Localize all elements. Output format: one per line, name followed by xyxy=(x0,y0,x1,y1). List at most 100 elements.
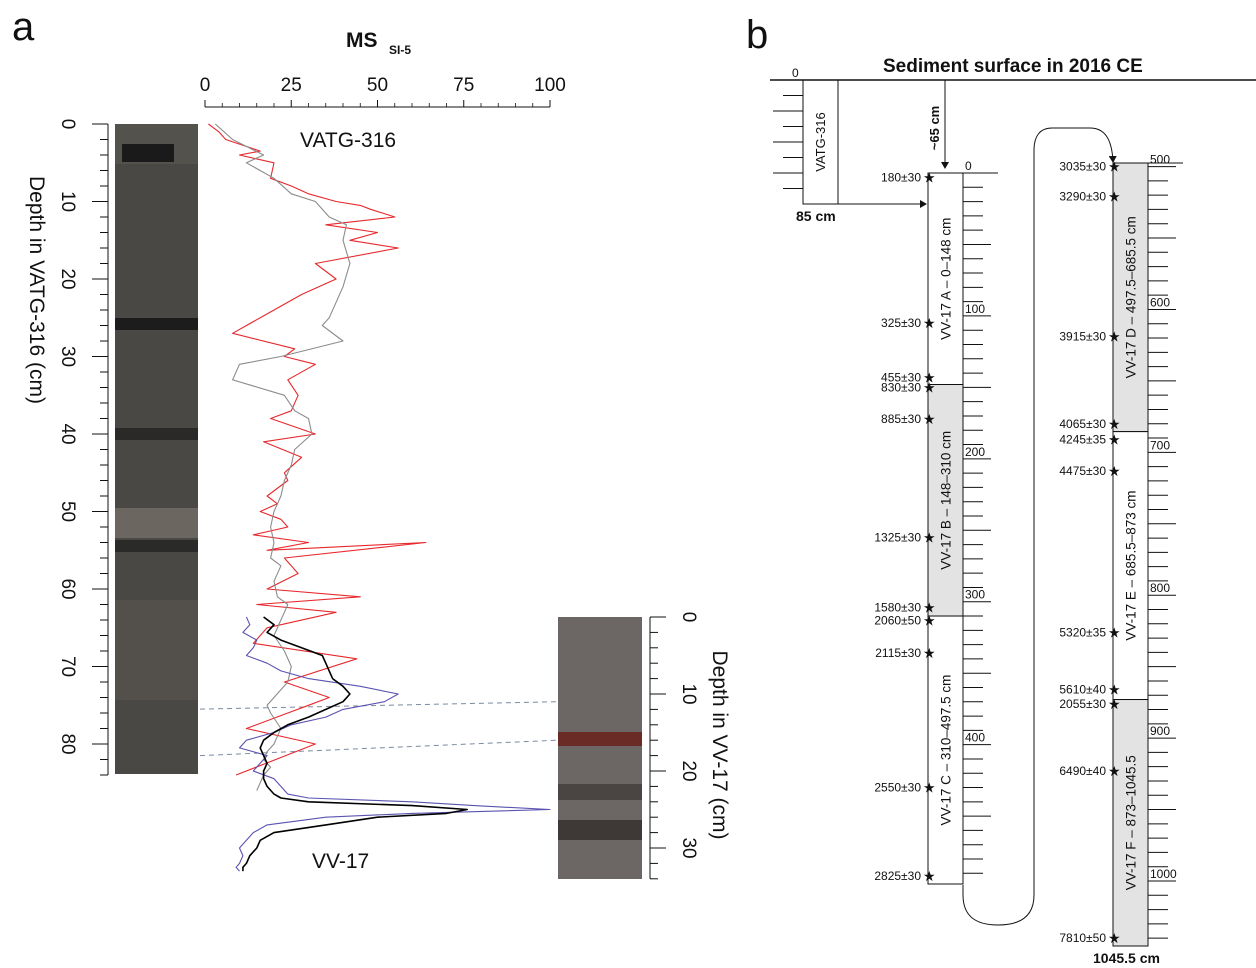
vv17-depth-axis-tick-label: 10 xyxy=(678,683,699,704)
date-star-marker: ★ xyxy=(1108,930,1121,946)
vv17-core-red-band xyxy=(558,732,642,746)
ms-series-line-2 xyxy=(214,123,351,791)
radiocarbon-dates: ★180±30★325±30★455±30★830±30★885±30★1325… xyxy=(874,159,1120,947)
section-box-4 xyxy=(1112,162,1149,433)
vv17-depth-axis-tick-label: 20 xyxy=(678,760,699,781)
depth-scale-label: 700 xyxy=(1150,438,1170,452)
depth-scale-label: 900 xyxy=(1150,724,1170,738)
date-star-marker: ★ xyxy=(923,868,936,884)
vv17-depth-axis-tick-label: 30 xyxy=(678,837,699,858)
vv17-core-dark-band xyxy=(558,784,642,800)
depth-scale-label: 0 xyxy=(965,159,972,173)
date-label: 885±30 xyxy=(881,412,921,426)
date-label: 2825±30 xyxy=(874,869,921,883)
date-label: 2060±50 xyxy=(874,613,921,627)
ms-axis-title-main: MS xyxy=(346,29,378,52)
section-label-4: VV-17 D – 497.5–685.5 cm xyxy=(1124,216,1139,378)
date-star-marker: ★ xyxy=(923,411,936,427)
date-star-marker: ★ xyxy=(1108,189,1121,205)
date-label: 3915±30 xyxy=(1059,330,1106,344)
vatg-depth-axis-tick-label: 20 xyxy=(57,268,78,289)
date-label: 6490±40 xyxy=(1059,764,1106,778)
vv17-depth-axis-title: Depth in VV-17 (cm) xyxy=(708,650,731,839)
vv17-depth-axis: 0 10 20 30 xyxy=(649,612,699,880)
ms-series-line-4 xyxy=(242,616,469,872)
depth-scale-label: 600 xyxy=(1150,295,1170,309)
date-label: 5610±40 xyxy=(1059,683,1106,697)
ms-axis-title-subscript: SI-5 xyxy=(389,43,411,57)
date-label: 4065±30 xyxy=(1059,417,1106,431)
date-label: 2055±30 xyxy=(1059,697,1106,711)
ms-series xyxy=(208,123,551,872)
vatg-depth-axis-tick-label: 50 xyxy=(57,501,78,522)
date-star-marker: ★ xyxy=(1108,696,1121,712)
section-label-3: VV-17 C – 310–497.5 cm xyxy=(939,675,954,826)
depth-scale-label: 300 xyxy=(965,588,985,602)
offset-label: ~65 cm xyxy=(927,106,942,150)
vatg-depth-axis-tick-label: 0 xyxy=(57,119,78,130)
vatg-depth-axis-tick-label: 30 xyxy=(57,346,78,367)
date-star-marker: ★ xyxy=(923,529,936,545)
section-box-5 xyxy=(1112,431,1149,701)
date-label: 1580±30 xyxy=(874,600,921,614)
date-label: 325±30 xyxy=(881,316,921,330)
panel-b-label: b xyxy=(746,13,768,57)
section-label-1: VV-17 A – 0–148 cm xyxy=(939,218,954,340)
depth-scale-label: 500 xyxy=(1150,153,1170,167)
date-star-marker: ★ xyxy=(923,599,936,615)
vatg-mini-bottom-label: 85 cm xyxy=(796,208,836,224)
depth-scale-label: 800 xyxy=(1150,581,1170,595)
vatg-core-lower-section xyxy=(115,600,198,700)
date-star-marker: ★ xyxy=(1108,431,1121,447)
panel-b: b Sediment surface in 2016 CE 0 VATG-316… xyxy=(746,13,1256,966)
panel-a-label: a xyxy=(12,5,35,49)
date-star-marker: ★ xyxy=(1108,763,1121,779)
vv17-depth-axis-tick-label: 0 xyxy=(678,612,699,623)
vatg-depth-axis-tick-label: 80 xyxy=(57,733,78,754)
section-box-3 xyxy=(927,615,964,885)
ms-series-line-3 xyxy=(235,616,551,872)
date-star-marker: ★ xyxy=(923,612,936,628)
date-label: 2550±30 xyxy=(874,781,921,795)
vv17-core-photo xyxy=(558,617,642,879)
date-star-marker: ★ xyxy=(923,780,936,796)
vatg-depth-axis-tick-label: 60 xyxy=(57,578,78,599)
vatg-depth-axis-tick-label: 40 xyxy=(57,423,78,444)
date-label: 3035±30 xyxy=(1059,160,1106,174)
vatg-mini-label: VATG-316 xyxy=(813,112,828,171)
date-label: 3290±30 xyxy=(1059,190,1106,204)
panel-b-title: Sediment surface in 2016 CE xyxy=(883,56,1143,77)
depth-scale-label: 1000 xyxy=(1150,867,1177,881)
date-label: 5320±35 xyxy=(1059,625,1106,639)
date-star-marker: ★ xyxy=(923,379,936,395)
date-star-marker: ★ xyxy=(923,369,936,385)
ms-series-line-1 xyxy=(208,123,427,776)
vv17-series-label: VV-17 xyxy=(312,850,369,873)
vatg-core-dark-band-1 xyxy=(115,318,198,330)
correlation-lines xyxy=(199,701,559,757)
vatg-core-light-band xyxy=(115,508,198,538)
date-star-marker: ★ xyxy=(923,169,936,185)
ms-axis-tick-label: 100 xyxy=(534,75,566,96)
vatg-mini-top-label: 0 xyxy=(792,66,799,80)
vatg-depth-axis: 0 10 20 30 40 50 60 70 80 xyxy=(57,119,109,776)
date-star-marker: ★ xyxy=(1108,159,1121,175)
vatg-depth-axis-tick-label: 70 xyxy=(57,656,78,677)
vatg-core-dark-band-3 xyxy=(115,540,198,552)
correlation-line xyxy=(199,701,559,710)
vv17-depth-scales: 0 100 200 300 400 500 600 700 800 900 1000 xyxy=(963,153,1183,939)
vatg-mini-core: 0 VATG-316 85 cm xyxy=(773,66,927,224)
depth-scale-label: 100 xyxy=(965,302,985,316)
vv17-core-bottom-band xyxy=(558,820,642,840)
ms-axis-tick-label: 75 xyxy=(453,75,474,96)
ms-axis-tick-label: 50 xyxy=(367,75,388,96)
vatg-depth-axis-tick-label: 10 xyxy=(57,191,78,212)
vatg-core-void xyxy=(122,144,174,162)
date-star-marker: ★ xyxy=(1108,463,1121,479)
section-label-2: VV-17 B – 148–310 cm xyxy=(939,431,954,570)
vatg-depth-axis-title: Depth in VATG-316 (cm) xyxy=(25,176,48,404)
date-label: 830±30 xyxy=(881,380,921,394)
date-star-marker: ★ xyxy=(1108,416,1121,432)
ms-axis-tick-label: 25 xyxy=(281,75,302,96)
vv17-sections: VV-17 A – 0–148 cm VV-17 B – 148–310 cm VV… xyxy=(927,162,1149,947)
